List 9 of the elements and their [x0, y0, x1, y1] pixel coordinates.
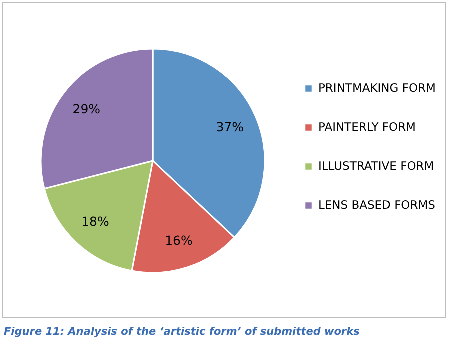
legend-label: PAINTERLY FORM [318, 120, 416, 134]
legend-label: LENS BASED FORMS [318, 198, 436, 212]
data-label: 18% [82, 214, 110, 230]
legend-label: ILLUSTRATIVE FORM [318, 158, 434, 173]
data-label: 37% [216, 120, 244, 135]
data-label: 16% [165, 232, 193, 248]
data-label: 29% [72, 102, 101, 117]
legend-label: PRINTMAKING FORM [318, 80, 436, 95]
caption: Figure 11: Analysis of the ‘artistic form’ of submitted works [4, 326, 360, 338]
